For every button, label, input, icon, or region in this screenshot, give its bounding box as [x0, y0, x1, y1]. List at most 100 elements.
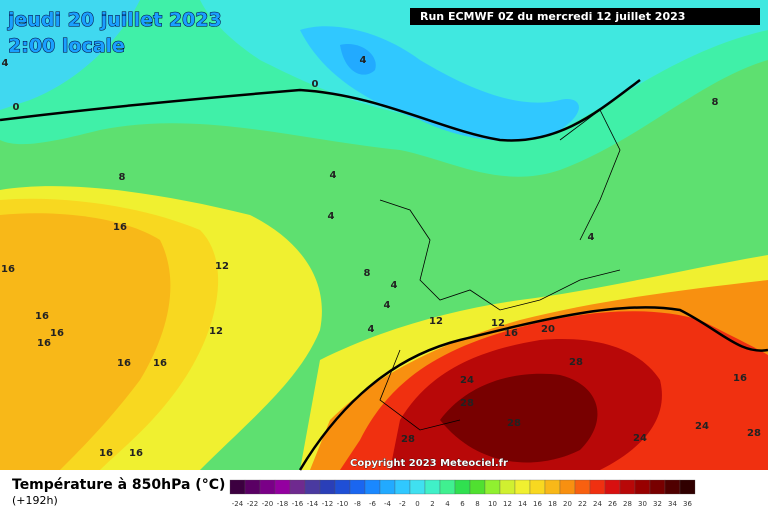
scale-swatch [679, 479, 696, 495]
scale-swatch [439, 479, 456, 495]
legend-title: Température à 850hPa (°C) [12, 477, 225, 493]
scale-swatch [334, 479, 351, 495]
scale-label: 16 [533, 500, 542, 508]
scale-swatch [379, 479, 396, 495]
scale-swatch [484, 479, 501, 495]
scale-swatch [454, 479, 471, 495]
scale-label: 24 [593, 500, 602, 508]
contour-label: 4 [2, 58, 9, 69]
contour-label: 24 [460, 375, 474, 386]
scale-label: 28 [623, 500, 632, 508]
scale-swatch [304, 479, 321, 495]
contour-label: 12 [429, 316, 443, 327]
contour-label: 4 [384, 300, 391, 311]
scale-label: 30 [638, 500, 647, 508]
scale-label: -20 [262, 500, 273, 508]
scale-label: 2 [430, 500, 434, 508]
color-scale: -24 -22 -20 -18 -16 -14 -12 -10 -8 -6 -4 -2 0 2 4 6 8 10 1… [229, 479, 696, 508]
time-title: 2:00 locale [8, 35, 125, 57]
contour-label: 28 [460, 398, 474, 409]
lead-time: (+192h) [12, 494, 58, 507]
scale-label: 0 [415, 500, 419, 508]
contour-label: 0 [312, 79, 319, 90]
contour-label: 16 [113, 222, 127, 233]
scale-label: -2 [399, 500, 406, 508]
contour-label: 8 [712, 97, 719, 108]
contour-label: 4 [330, 170, 337, 181]
scale-swatch [529, 479, 546, 495]
scale-label: -6 [369, 500, 377, 508]
scale-label: -12 [322, 500, 333, 508]
scale-label: 14 [518, 500, 527, 508]
contour-label: 16 [117, 358, 131, 369]
scale-label: 6 [460, 500, 465, 508]
contour-label: 4 [391, 280, 398, 291]
scale-label: -4 [384, 500, 392, 508]
scale-label: 8 [475, 500, 479, 508]
scale-swatch [544, 479, 561, 495]
contour-label: 16 [733, 373, 747, 384]
contour-label: 28 [401, 434, 415, 445]
scale-label: -24 [232, 500, 244, 508]
contour-label: 16 [129, 448, 143, 459]
contour-label: 0 [13, 102, 20, 113]
contour-label: 8 [364, 268, 371, 279]
contour-label: 4 [360, 55, 367, 66]
scale-swatch [289, 479, 306, 495]
scale-label: -16 [292, 500, 304, 508]
run-banner [410, 8, 760, 25]
scale-label: -10 [337, 500, 348, 508]
scale-swatch [424, 479, 441, 495]
contour-label: 24 [633, 433, 647, 444]
contour-label: 16 [153, 358, 167, 369]
scale-swatch [499, 479, 516, 495]
scale-label: 4 [445, 500, 450, 508]
contour-label: 16 [37, 338, 51, 349]
scale-swatch [634, 479, 651, 495]
contour-label: 20 [541, 324, 555, 335]
scale-label: 26 [608, 500, 617, 508]
run-info: Run ECMWF 0Z du mercredi 12 juillet 2023 [420, 10, 685, 23]
scale-label: 34 [668, 500, 677, 508]
contour-label: 16 [35, 311, 49, 322]
scale-label: -18 [277, 500, 288, 508]
scale-swatch [559, 479, 576, 495]
contour-label: 4 [368, 324, 375, 335]
scale-label: 18 [548, 500, 557, 508]
scale-swatch [274, 479, 291, 495]
contour-label: 16 [99, 448, 113, 459]
date-title: jeudi 20 juillet 2023 [7, 9, 222, 31]
scale-swatch [349, 479, 366, 495]
contour-label: 16 [50, 328, 64, 339]
contour-label: 16 [504, 328, 518, 339]
scale-swatch [364, 479, 381, 495]
scale-swatch [589, 479, 606, 495]
contour-label: 28 [507, 418, 521, 429]
scale-label: 32 [653, 500, 662, 508]
contour-label: 28 [747, 428, 761, 439]
scale-label: -22 [247, 500, 258, 508]
scale-swatch [319, 479, 336, 495]
contour-label: 12 [209, 326, 223, 337]
contour-label: 24 [695, 421, 709, 432]
scale-swatch [574, 479, 591, 495]
scale-swatch [229, 479, 246, 495]
contour-label: 16 [1, 264, 15, 275]
scale-label: -8 [354, 500, 361, 508]
scale-swatch [259, 479, 276, 495]
scale-swatch [514, 479, 531, 495]
temperature-field [0, 0, 768, 471]
contour-label: 4 [328, 211, 335, 222]
scale-swatch [664, 479, 681, 495]
scale-swatch [619, 479, 636, 495]
scale-swatch [649, 479, 666, 495]
scale-swatch [409, 479, 426, 495]
scale-swatch [469, 479, 486, 495]
scale-label: 20 [563, 500, 572, 508]
scale-swatch [604, 479, 621, 495]
contour-label: 12 [491, 318, 505, 329]
scale-swatch [394, 479, 411, 495]
scale-label: 36 [683, 500, 692, 508]
scale-label: -14 [307, 500, 319, 508]
